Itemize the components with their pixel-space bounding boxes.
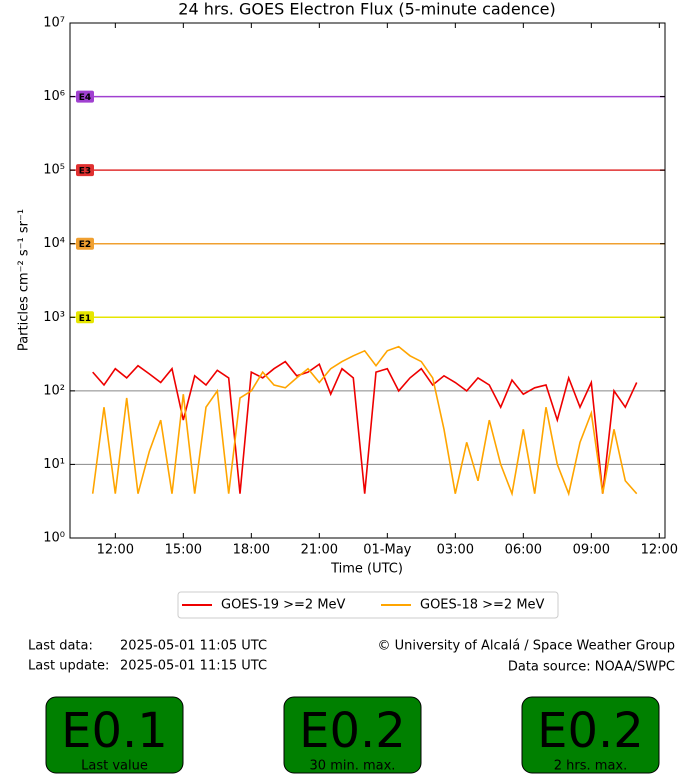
y-tick-label: 10²	[43, 383, 65, 398]
threshold-badge	[76, 311, 94, 324]
y-tick-label: 10³	[43, 310, 65, 325]
threshold-label: E4	[79, 93, 91, 103]
info-label: Last update:	[28, 659, 109, 674]
y-tick-label: 10⁴	[43, 236, 65, 251]
y-tick-label: 10¹	[43, 457, 65, 472]
threshold-badge	[76, 90, 94, 103]
x-tick-label: 03:00	[437, 543, 474, 558]
info-value: 2025-05-01 11:05 UTC	[120, 639, 267, 654]
status-label: Last value	[81, 759, 148, 774]
y-tick-label: 10⁷	[43, 16, 65, 31]
status-value: E0.2	[299, 703, 406, 759]
x-tick-label: 15:00	[165, 543, 202, 558]
x-tick-label: 01-May	[363, 543, 411, 558]
legend-box	[177, 591, 559, 619]
y-tick-label: 10⁶	[43, 89, 65, 104]
y-axis-label: Particles cm⁻² s⁻¹ sr⁻¹	[17, 209, 32, 351]
threshold-badge	[76, 237, 94, 250]
credit: © University of Alcalá / Space Weather G…	[377, 639, 675, 654]
threshold-label: E2	[79, 240, 91, 250]
x-tick-label: 12:00	[97, 543, 134, 558]
legend-label: GOES-18 >=2 MeV	[420, 598, 545, 613]
source: Data source: NOAA/SWPC	[508, 660, 675, 675]
info-label: Last data:	[28, 639, 93, 654]
status-box	[521, 696, 660, 774]
x-axis-label: Time (UTC)	[330, 562, 403, 577]
threshold-badge	[76, 164, 94, 177]
x-tick-label: 21:00	[301, 543, 338, 558]
x-tick-label: 18:00	[233, 543, 270, 558]
x-tick-label: 12:00	[641, 543, 678, 558]
series-line	[91, 345, 638, 497]
info-value: 2025-05-01 11:15 UTC	[120, 659, 267, 674]
threshold-label: E3	[79, 167, 91, 177]
x-tick-label: 09:00	[573, 543, 610, 558]
status-box	[283, 696, 422, 774]
series-line	[92, 360, 638, 494]
chart-title: 24 hrs. GOES Electron Flux (5-minute cad…	[178, 0, 555, 19]
threshold-label: E1	[79, 314, 91, 324]
status-value: E0.1	[61, 703, 168, 759]
status-label: 30 min. max.	[310, 759, 396, 774]
status-label: 2 hrs. max.	[554, 759, 627, 774]
y-tick-label: 10⁵	[43, 163, 65, 178]
y-tick-label: 10⁰	[43, 531, 65, 546]
plot-frame	[69, 22, 666, 539]
status-box	[45, 696, 184, 774]
legend-label: GOES-19 >=2 MeV	[221, 598, 346, 613]
x-tick-label: 06:00	[505, 543, 542, 558]
status-value: E0.2	[537, 703, 644, 759]
